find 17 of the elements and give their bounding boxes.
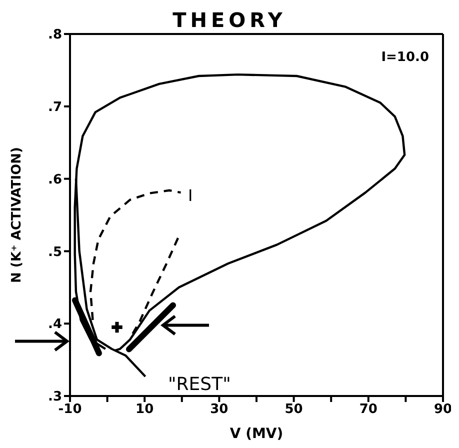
x-tick-label: 30 — [210, 402, 228, 418]
x-tick-label: 10 — [136, 402, 154, 418]
y-axis-title: N (K⁺ ACTIVATION) — [10, 147, 25, 283]
x-tick-label: 70 — [359, 402, 378, 418]
x-axis-title: V (MV) — [230, 426, 284, 442]
y-tick-label: .8 — [48, 28, 62, 43]
annotation: I — [188, 186, 193, 205]
annotation: I=10.0 — [381, 50, 429, 65]
y-tick-label: .7 — [48, 100, 62, 116]
y-tick-label: .5 — [48, 244, 62, 260]
chart-title: THEORY — [172, 8, 286, 32]
annotation: "REST" — [168, 374, 231, 395]
y-tick-label: .4 — [48, 317, 62, 332]
x-tick-label: 50 — [284, 402, 303, 418]
y-tick-label: .6 — [48, 172, 62, 188]
x-tick-label: -10 — [58, 402, 82, 418]
y-tick-label: .3 — [48, 390, 62, 405]
